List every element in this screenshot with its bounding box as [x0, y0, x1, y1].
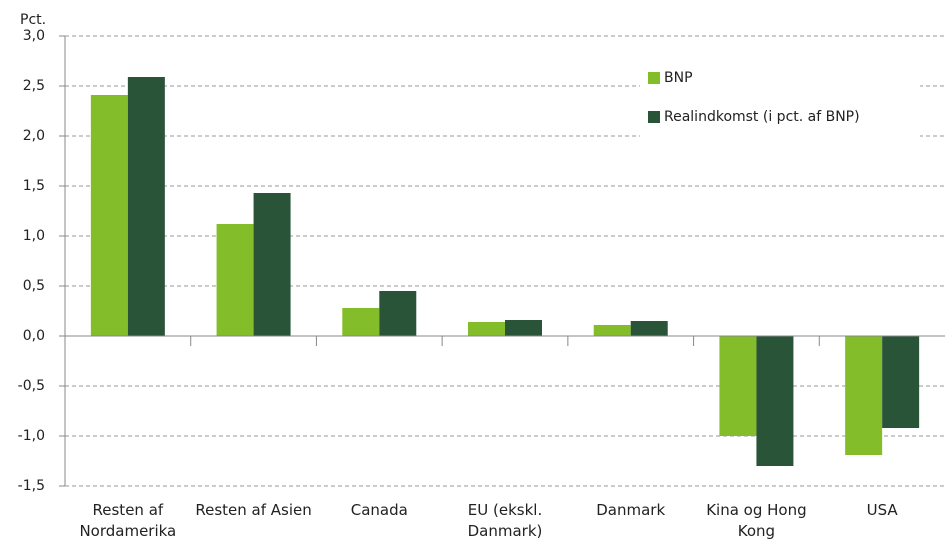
legend-background: [640, 60, 920, 142]
legend-label: BNP: [664, 70, 693, 86]
bar: [756, 336, 794, 466]
bar: [216, 224, 254, 336]
y-tick-label: 3,0: [23, 28, 45, 44]
bar: [593, 325, 631, 336]
y-tick-label: 0,0: [23, 328, 45, 344]
x-tick-label: Resten af Nordamerika: [79, 501, 177, 540]
legend-swatch: [648, 111, 660, 123]
bar: [342, 308, 380, 336]
y-tick-label: -1,5: [18, 478, 45, 494]
bar: [882, 336, 920, 428]
x-tick-label: Kina og Hong Kong: [706, 501, 807, 540]
bar: [719, 336, 757, 436]
bar: [505, 320, 542, 336]
bar: [90, 95, 128, 336]
y-axis-label: Pct.: [20, 12, 46, 28]
bar: [845, 336, 883, 455]
y-tick-label: 0,5: [23, 278, 45, 294]
y-tick-label: -1,0: [18, 428, 45, 444]
bar: [630, 321, 668, 336]
legend-label: Realindkomst (i pct. af BNP): [664, 109, 860, 125]
bar: [127, 77, 165, 336]
x-tick-label: Danmark: [596, 501, 666, 519]
x-tick-label: EU (ekskl. Danmark): [467, 501, 543, 540]
y-tick-label: -0,5: [18, 378, 45, 394]
y-tick-label: 2,0: [23, 128, 45, 144]
bar: [253, 193, 291, 336]
x-tick-label: USA: [866, 501, 898, 519]
x-tick-label: Resten af Asien: [195, 501, 312, 519]
x-tick-label: Canada: [350, 501, 408, 519]
bar: [468, 322, 505, 336]
y-tick-label: 1,0: [23, 228, 45, 244]
y-tick-label: 2,5: [23, 78, 45, 94]
y-tick-label: 1,5: [23, 178, 45, 194]
bar: [379, 291, 417, 336]
legend-swatch: [648, 72, 660, 84]
